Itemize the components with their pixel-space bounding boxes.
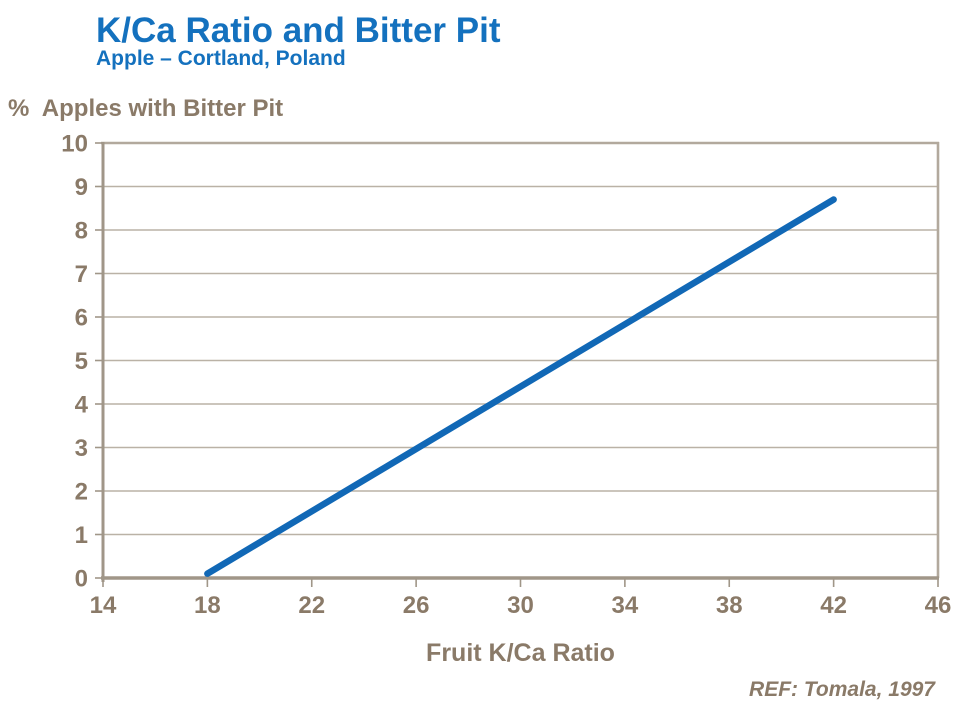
x-tick-label: 46: [925, 592, 952, 619]
y-tick-label: 1: [75, 522, 88, 549]
chart-title: K/Ca Ratio and Bitter Pit: [96, 11, 501, 50]
reference-citation: REF: Tomala, 1997: [749, 678, 935, 701]
x-axis-title: Fruit K/Ca Ratio: [426, 639, 615, 667]
y-axis-title: % Apples with Bitter Pit: [8, 95, 284, 122]
x-tick-label: 30: [507, 592, 534, 619]
x-tick-label: 34: [612, 592, 639, 619]
x-tick-label: 22: [298, 592, 325, 619]
chart-subtitle: Apple – Cortland, Poland: [96, 47, 346, 70]
y-tick-label: 6: [75, 305, 88, 332]
y-tick-label: 5: [75, 348, 88, 375]
y-tick-label: 0: [75, 566, 88, 593]
y-tick-label: 4: [75, 392, 89, 419]
x-tick-label: 26: [403, 592, 430, 619]
y-tick-label: 10: [61, 131, 88, 158]
x-tick-label: 38: [716, 592, 743, 619]
y-tick-label: 3: [75, 435, 88, 462]
x-tick-label: 14: [90, 592, 117, 619]
y-tick-label: 7: [75, 261, 88, 288]
y-tick-label: 9: [75, 174, 88, 201]
data-line: [204, 196, 837, 577]
x-tick-label: 18: [194, 592, 221, 619]
x-tick-label: 42: [820, 592, 847, 619]
y-tick-label: 2: [75, 479, 88, 506]
y-tick-label: 8: [75, 218, 88, 245]
